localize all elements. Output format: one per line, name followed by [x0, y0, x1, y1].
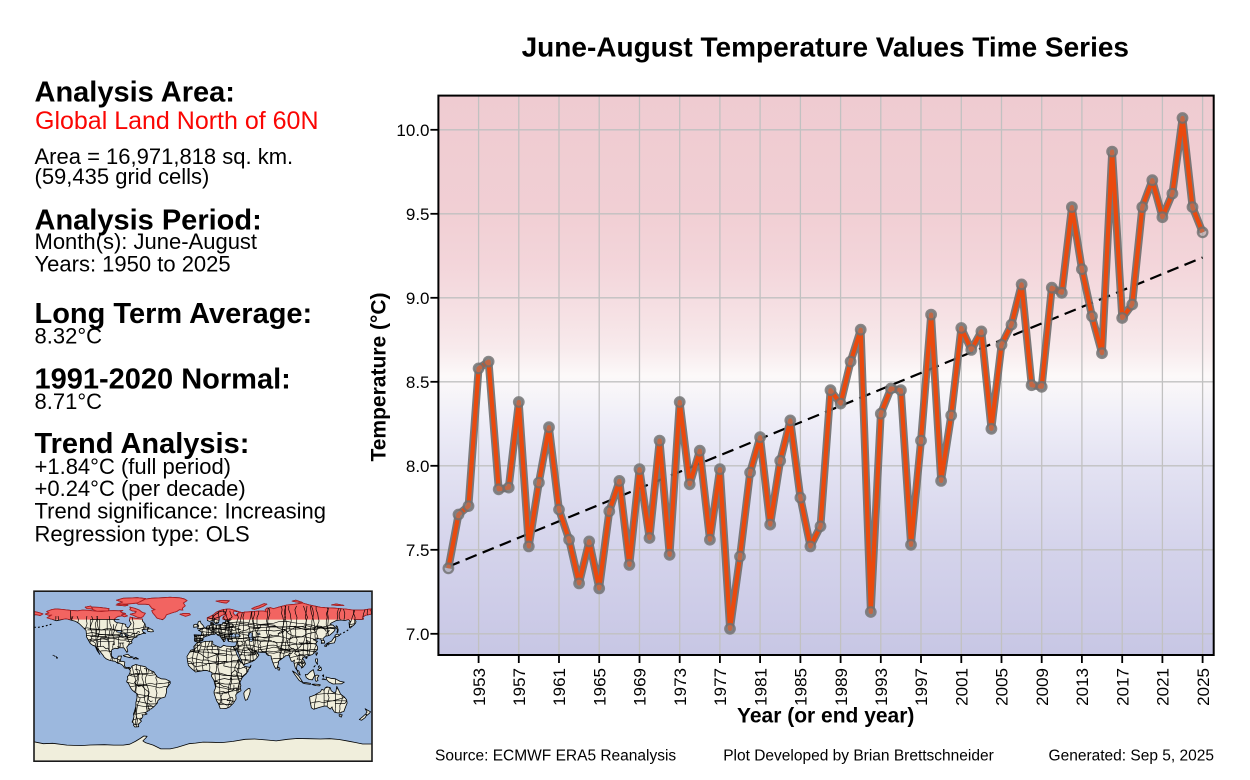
svg-text:8.0: 8.0: [406, 457, 430, 476]
svg-text:(59,435 grid cells): (59,435 grid cells): [35, 164, 210, 189]
svg-text:2025: 2025: [1194, 668, 1213, 706]
svg-text:2017: 2017: [1113, 668, 1132, 706]
svg-text:1953: 1953: [470, 668, 489, 706]
svg-text:1973: 1973: [671, 668, 690, 706]
svg-text:Trend Analysis:: Trend Analysis:: [35, 428, 250, 460]
svg-text:Year (or end year): Year (or end year): [737, 705, 914, 728]
svg-text:8.5: 8.5: [406, 373, 430, 392]
svg-text:Years: 1950 to 2025: Years: 1950 to 2025: [35, 251, 231, 276]
svg-text:Plot Developed by Brian Bretts: Plot Developed by Brian Brettschneider: [723, 748, 994, 765]
svg-text:2021: 2021: [1154, 668, 1173, 706]
svg-text:1965: 1965: [590, 668, 609, 706]
svg-text:1991-2020 Normal:: 1991-2020 Normal:: [35, 364, 291, 396]
svg-text:Long Term Average:: Long Term Average:: [35, 298, 313, 330]
svg-text:Regression type: OLS: Regression type: OLS: [35, 521, 250, 546]
svg-text:7.5: 7.5: [406, 541, 430, 560]
svg-text:7.0: 7.0: [406, 625, 430, 644]
svg-text:Generated: Sep 5, 2025: Generated: Sep 5, 2025: [1049, 748, 1214, 765]
svg-text:1961: 1961: [550, 668, 569, 706]
svg-text:2009: 2009: [1033, 668, 1052, 706]
svg-text:Area = 16,971,818 sq. km.: Area = 16,971,818 sq. km.: [35, 144, 294, 169]
svg-text:1997: 1997: [912, 668, 931, 706]
svg-text:1989: 1989: [832, 668, 851, 706]
svg-text:+0.24°C (per decade): +0.24°C (per decade): [35, 476, 246, 501]
svg-text:2005: 2005: [993, 668, 1012, 706]
svg-text:1977: 1977: [711, 668, 730, 706]
svg-text:2013: 2013: [1073, 668, 1092, 706]
svg-text:Month(s): June-August: Month(s): June-August: [35, 229, 258, 254]
svg-text:8.71°C: 8.71°C: [35, 389, 103, 414]
svg-text:1985: 1985: [792, 668, 811, 706]
svg-text:+1.84°C (full period): +1.84°C (full period): [35, 454, 232, 479]
svg-text:Trend significance: Increasing: Trend significance: Increasing: [35, 499, 326, 524]
svg-text:June-August Temperature Values: June-August Temperature Values Time Seri…: [522, 32, 1129, 63]
svg-text:Analysis Area:: Analysis Area:: [35, 76, 235, 108]
svg-text:8.32°C: 8.32°C: [35, 323, 103, 348]
svg-text:1957: 1957: [510, 668, 529, 706]
svg-text:1993: 1993: [872, 668, 891, 706]
svg-text:1969: 1969: [631, 668, 650, 706]
svg-text:1981: 1981: [751, 668, 770, 706]
svg-text:Global Land North of 60N: Global Land North of 60N: [35, 107, 319, 135]
svg-text:Temperature (°C): Temperature (°C): [368, 292, 391, 461]
svg-text:10.0: 10.0: [396, 121, 429, 140]
svg-text:Source: ECMWF ERA5 Reanalysis: Source: ECMWF ERA5 Reanalysis: [435, 748, 676, 765]
svg-text:9.0: 9.0: [406, 289, 430, 308]
svg-text:2001: 2001: [953, 668, 972, 706]
svg-text:Analysis Period:: Analysis Period:: [35, 204, 262, 236]
svg-text:9.5: 9.5: [406, 205, 430, 224]
